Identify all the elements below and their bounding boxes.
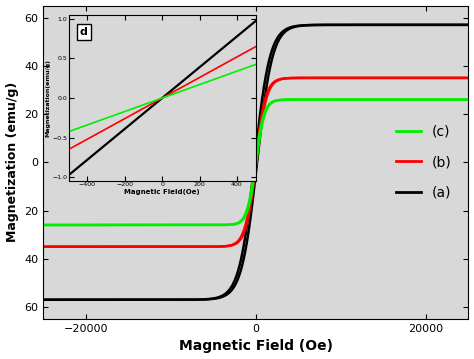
X-axis label: Magnetic Field (Oe): Magnetic Field (Oe) [179, 340, 333, 354]
Y-axis label: Magnetization (emu/g): Magnetization (emu/g) [6, 82, 18, 242]
Legend: (c), (b), (a): (c), (b), (a) [390, 119, 457, 205]
